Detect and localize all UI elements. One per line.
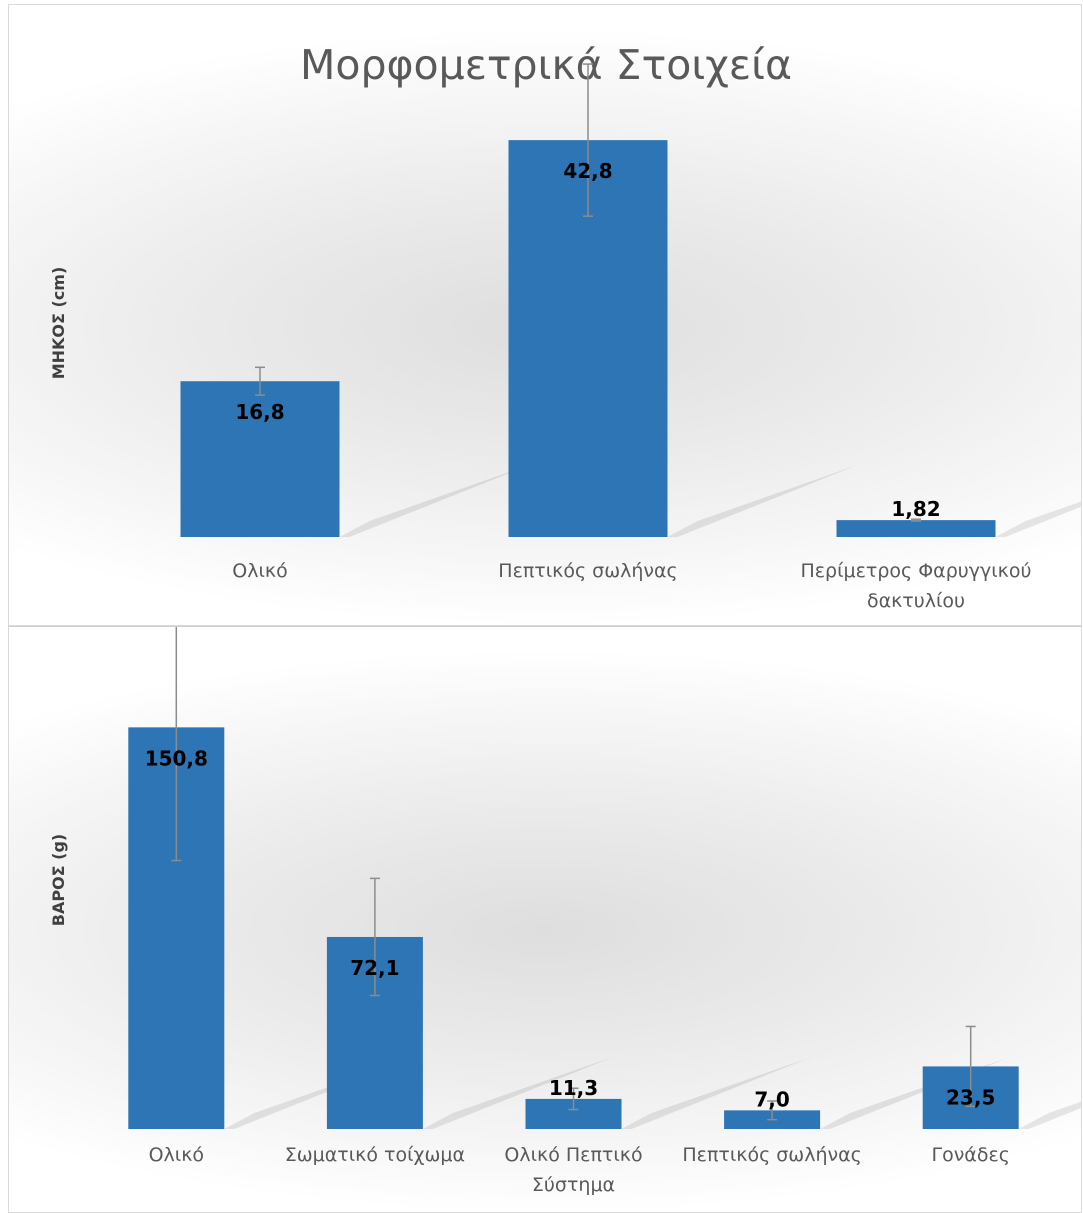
- bar-shadow: [667, 465, 858, 537]
- bar-shadow: [995, 501, 1081, 537]
- data-label: 150,8: [145, 746, 208, 770]
- data-label: 72,1: [350, 956, 399, 980]
- chart-title: Μορφομετρικά Στοιχεία: [300, 41, 792, 89]
- bar-shadow: [621, 1057, 812, 1129]
- data-label: 23,5: [946, 1085, 995, 1109]
- length-chart-panel: Μορφομετρικά Στοιχεία ΜΗΚΟΣ (cm) 16,8 Ολι…: [8, 4, 1082, 626]
- bar: [836, 520, 996, 537]
- bar-shadow: [339, 465, 530, 537]
- bar-shadow: [422, 1057, 613, 1129]
- bar: [180, 381, 340, 537]
- data-label: 7,0: [754, 1087, 789, 1111]
- length-chart: Μορφομετρικά Στοιχεία ΜΗΚΟΣ (cm) 16,8 Ολι…: [49, 41, 1081, 612]
- category-label: Περίμετρος Φαρυγγικού δακτυλίου: [801, 560, 1032, 612]
- y-axis-title-length: ΜΗΚΟΣ (cm): [49, 267, 68, 380]
- bar-shadow: [1018, 1101, 1081, 1129]
- category-label: Ολικό: [149, 1144, 204, 1166]
- data-label: 42,8: [563, 159, 612, 183]
- category-label: Γονάδες: [931, 1144, 1009, 1166]
- category-label: Σωματικό τοίχωμα: [285, 1144, 465, 1166]
- category-label: Πεπτικός σωλήνας: [498, 560, 677, 582]
- data-label: 16,8: [235, 400, 284, 424]
- category-label: Ολικό: [232, 560, 287, 582]
- weight-chart-panel: ΒΑΡΟΣ (g) 150,8 Ολικό 72,1 Σωματικό τοίχωμα…: [8, 626, 1082, 1213]
- category-label: Ολικό Πεπτικό Σύστημα: [504, 1144, 642, 1196]
- data-label: 1,82: [891, 497, 940, 521]
- data-label: 11,3: [549, 1076, 598, 1100]
- category-label: Πεπτικός σωλήνας: [682, 1144, 861, 1166]
- weight-chart: ΒΑΡΟΣ (g) 150,8 Ολικό 72,1 Σωματικό τοίχωμα…: [49, 627, 1081, 1196]
- y-axis-title-weight: ΒΑΡΟΣ (g): [49, 834, 68, 926]
